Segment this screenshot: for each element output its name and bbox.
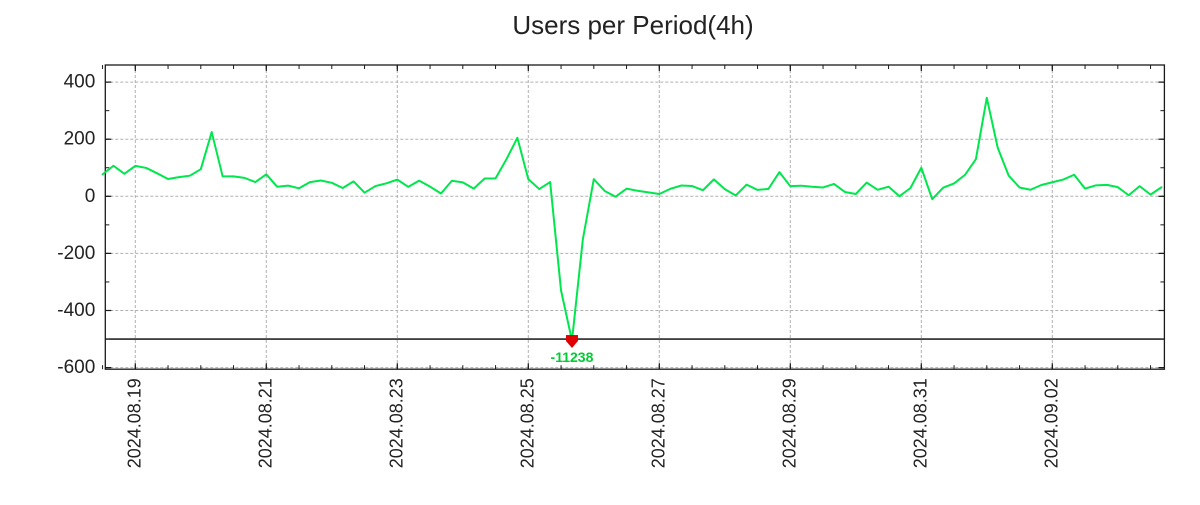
svg-text:2024.08.29: 2024.08.29	[779, 378, 799, 468]
svg-text:2024.08.21: 2024.08.21	[255, 378, 275, 468]
svg-text:2024.08.25: 2024.08.25	[517, 378, 537, 468]
svg-text:-400: -400	[57, 300, 95, 321]
svg-text:-600: -600	[57, 357, 95, 378]
svg-text:2024.08.31: 2024.08.31	[910, 378, 930, 468]
svg-text:-11238: -11238	[551, 349, 594, 365]
svg-text:-200: -200	[57, 243, 95, 264]
svg-text:2024.08.23: 2024.08.23	[386, 378, 406, 468]
svg-text:400: 400	[64, 72, 96, 93]
svg-text:2024.08.27: 2024.08.27	[648, 378, 668, 468]
svg-text:2024.09.02: 2024.09.02	[1041, 378, 1061, 468]
svg-text:200: 200	[64, 129, 96, 150]
svg-text:0: 0	[85, 186, 96, 207]
svg-text:2024.08.19: 2024.08.19	[124, 378, 144, 468]
